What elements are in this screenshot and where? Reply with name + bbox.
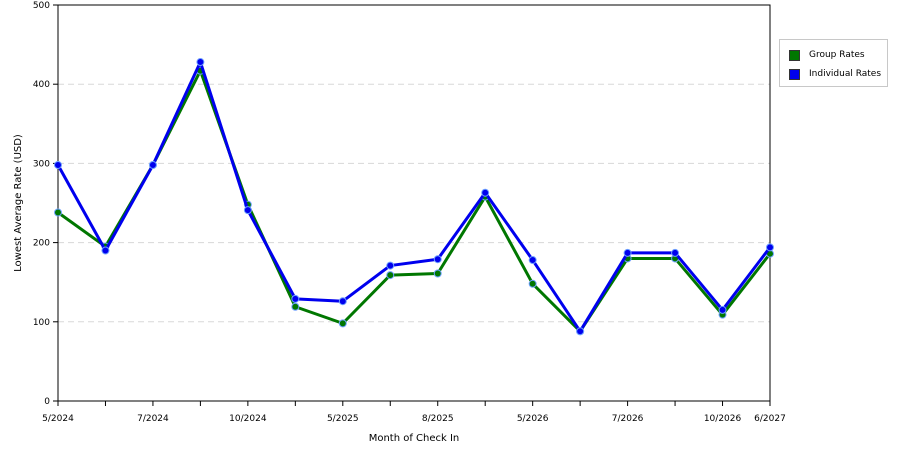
data-point — [291, 302, 300, 311]
legend: Group Rates Individual Rates — [779, 39, 888, 87]
x-tick-label: 10/2026 — [704, 414, 742, 424]
x-tick-label: 5/2026 — [517, 414, 549, 424]
x-tick-label: 10/2024 — [229, 414, 267, 424]
data-point — [528, 256, 537, 265]
data-point — [528, 279, 537, 288]
y-tick-label: 200 — [33, 239, 50, 249]
grid-lines — [58, 83, 770, 323]
x-axis-title: Month of Check In — [369, 433, 460, 444]
y-tick-label: 400 — [33, 80, 50, 90]
data-point — [386, 261, 395, 270]
x-tick-label: 5/2024 — [42, 414, 74, 424]
data-point — [718, 305, 727, 314]
data-point — [101, 246, 110, 255]
legend-item-individual-rates: Individual Rates — [789, 67, 881, 81]
data-point — [243, 206, 252, 215]
data-point — [433, 269, 442, 278]
data-point — [54, 208, 62, 217]
x-tick-label: 5/2025 — [327, 414, 359, 424]
data-point — [196, 58, 205, 67]
series-line — [57, 69, 772, 333]
plot-frame — [57, 4, 771, 402]
data-point — [481, 188, 490, 197]
y-tick-label: 100 — [33, 318, 50, 328]
series-line — [56, 60, 772, 333]
y-axis-title: Lowest Average Rate (USD) — [13, 134, 24, 272]
x-tick-label: 8/2025 — [422, 414, 454, 424]
y-tick-label: 0 — [44, 397, 50, 407]
data-point — [623, 248, 632, 257]
legend-item-group-rates: Group Rates — [789, 48, 865, 62]
y-tick-label: 300 — [33, 159, 50, 169]
legend-swatch-group-rates — [789, 49, 800, 61]
data-point — [54, 160, 62, 169]
x-tick-label: 7/2026 — [612, 414, 644, 424]
data-point — [671, 248, 680, 257]
legend-label-individual-rates: Individual Rates — [809, 69, 882, 79]
data-point — [291, 294, 300, 303]
axes: 0 100 200 300 400 500 5/2024 7/2024 10/2024 5/202… — [33, 1, 786, 424]
x-tick-label: 7/2024 — [137, 414, 169, 424]
y-tick-label: 500 — [33, 1, 50, 11]
legend-label-group-rates: Group Rates — [809, 50, 865, 60]
data-point — [386, 271, 395, 280]
x-tick-label: 6/2027 — [754, 414, 786, 424]
data-point — [576, 327, 585, 336]
data-point — [433, 255, 442, 264]
data-point — [338, 297, 347, 306]
data-point — [338, 319, 347, 328]
data-point — [148, 160, 157, 169]
legend-swatch-individual-rates — [789, 68, 800, 80]
data-point — [766, 243, 774, 252]
series-lines — [54, 58, 774, 336]
